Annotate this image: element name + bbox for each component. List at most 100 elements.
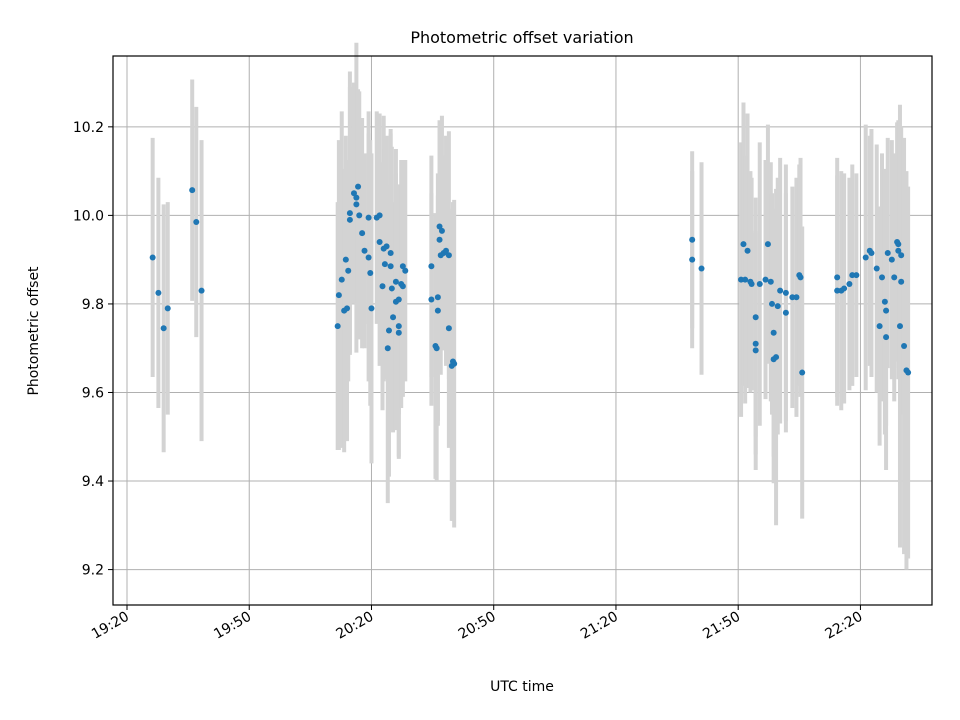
data-point bbox=[365, 254, 372, 261]
data-point bbox=[445, 252, 452, 259]
data-point bbox=[868, 250, 875, 257]
data-point bbox=[752, 340, 759, 347]
data-point bbox=[353, 194, 360, 201]
data-point bbox=[773, 354, 780, 361]
data-point bbox=[756, 281, 763, 288]
data-point bbox=[764, 241, 771, 248]
y-tick-label: 9.4 bbox=[82, 474, 104, 490]
data-point bbox=[428, 263, 435, 270]
data-point bbox=[379, 283, 386, 290]
data-point bbox=[752, 347, 759, 354]
y-tick-label: 10.0 bbox=[73, 208, 104, 224]
data-point bbox=[841, 285, 848, 292]
data-point bbox=[399, 263, 406, 270]
plot-frame bbox=[112, 55, 933, 606]
data-point bbox=[873, 265, 880, 272]
data-points bbox=[149, 183, 912, 376]
data-point bbox=[744, 247, 751, 254]
data-point bbox=[433, 345, 440, 352]
data-point bbox=[767, 278, 774, 285]
data-point bbox=[449, 358, 456, 365]
data-point bbox=[747, 278, 754, 285]
data-point bbox=[445, 325, 452, 332]
data-point bbox=[395, 296, 402, 303]
data-point bbox=[384, 345, 391, 352]
data-point bbox=[385, 327, 392, 334]
data-point bbox=[884, 250, 891, 257]
data-point bbox=[876, 323, 883, 330]
data-point bbox=[338, 276, 345, 283]
data-point bbox=[359, 230, 366, 237]
data-point bbox=[905, 369, 912, 376]
plot-area bbox=[113, 56, 932, 605]
data-point bbox=[346, 216, 353, 223]
data-point bbox=[164, 305, 171, 312]
data-point bbox=[189, 187, 196, 194]
data-point bbox=[381, 261, 388, 268]
data-point bbox=[367, 269, 374, 276]
data-point bbox=[689, 256, 696, 263]
data-point bbox=[335, 292, 342, 299]
data-point bbox=[793, 294, 800, 301]
data-point bbox=[395, 323, 402, 330]
data-point bbox=[353, 201, 360, 208]
data-point bbox=[361, 247, 368, 254]
data-point bbox=[399, 283, 406, 290]
data-point bbox=[428, 296, 435, 303]
data-point bbox=[898, 252, 905, 259]
x-axis-label: UTC time bbox=[490, 679, 554, 695]
data-point bbox=[782, 309, 789, 316]
data-point bbox=[345, 267, 352, 274]
data-point bbox=[742, 276, 749, 283]
data-point bbox=[350, 190, 357, 197]
data-point bbox=[862, 254, 869, 261]
data-point bbox=[770, 329, 777, 336]
data-point bbox=[376, 238, 383, 245]
data-point bbox=[888, 256, 895, 263]
data-point bbox=[740, 241, 747, 248]
y-tick-label: 9.2 bbox=[82, 563, 104, 579]
data-point bbox=[344, 305, 351, 312]
y-axis-label: Photometric offset bbox=[26, 266, 42, 396]
y-tick-label: 9.6 bbox=[82, 385, 104, 401]
data-point bbox=[762, 276, 769, 283]
data-point bbox=[443, 247, 450, 254]
data-point bbox=[334, 323, 341, 330]
data-point bbox=[198, 287, 205, 294]
data-point bbox=[799, 369, 806, 376]
data-point bbox=[896, 323, 903, 330]
data-point bbox=[895, 241, 902, 248]
data-point bbox=[436, 223, 443, 230]
data-point bbox=[881, 298, 888, 305]
data-point bbox=[774, 303, 781, 310]
data-point bbox=[402, 267, 409, 274]
y-tick-label: 10.2 bbox=[73, 120, 104, 136]
data-point bbox=[438, 227, 445, 234]
data-point bbox=[346, 210, 353, 217]
data-point bbox=[796, 272, 803, 279]
data-point bbox=[895, 247, 902, 254]
data-point bbox=[383, 243, 390, 250]
data-point bbox=[355, 183, 362, 190]
data-point bbox=[376, 212, 383, 219]
y-tick-label: 9.8 bbox=[82, 297, 104, 313]
data-point bbox=[387, 250, 394, 257]
data-point bbox=[390, 314, 397, 321]
data-point bbox=[891, 274, 898, 281]
data-point bbox=[879, 274, 886, 281]
y-axis-ticks: 9.2 9.4 9.6 9.8 10.0 10.2 bbox=[73, 120, 113, 579]
data-point bbox=[698, 265, 705, 272]
data-point bbox=[901, 342, 908, 349]
data-point bbox=[777, 287, 784, 294]
data-point bbox=[853, 272, 860, 279]
data-point bbox=[768, 300, 775, 307]
data-point bbox=[883, 307, 890, 314]
data-point bbox=[689, 236, 696, 243]
data-point bbox=[387, 263, 394, 270]
data-point bbox=[883, 334, 890, 341]
data-point bbox=[388, 285, 395, 292]
data-point bbox=[782, 289, 789, 296]
data-point bbox=[434, 294, 441, 301]
data-point bbox=[193, 219, 200, 226]
